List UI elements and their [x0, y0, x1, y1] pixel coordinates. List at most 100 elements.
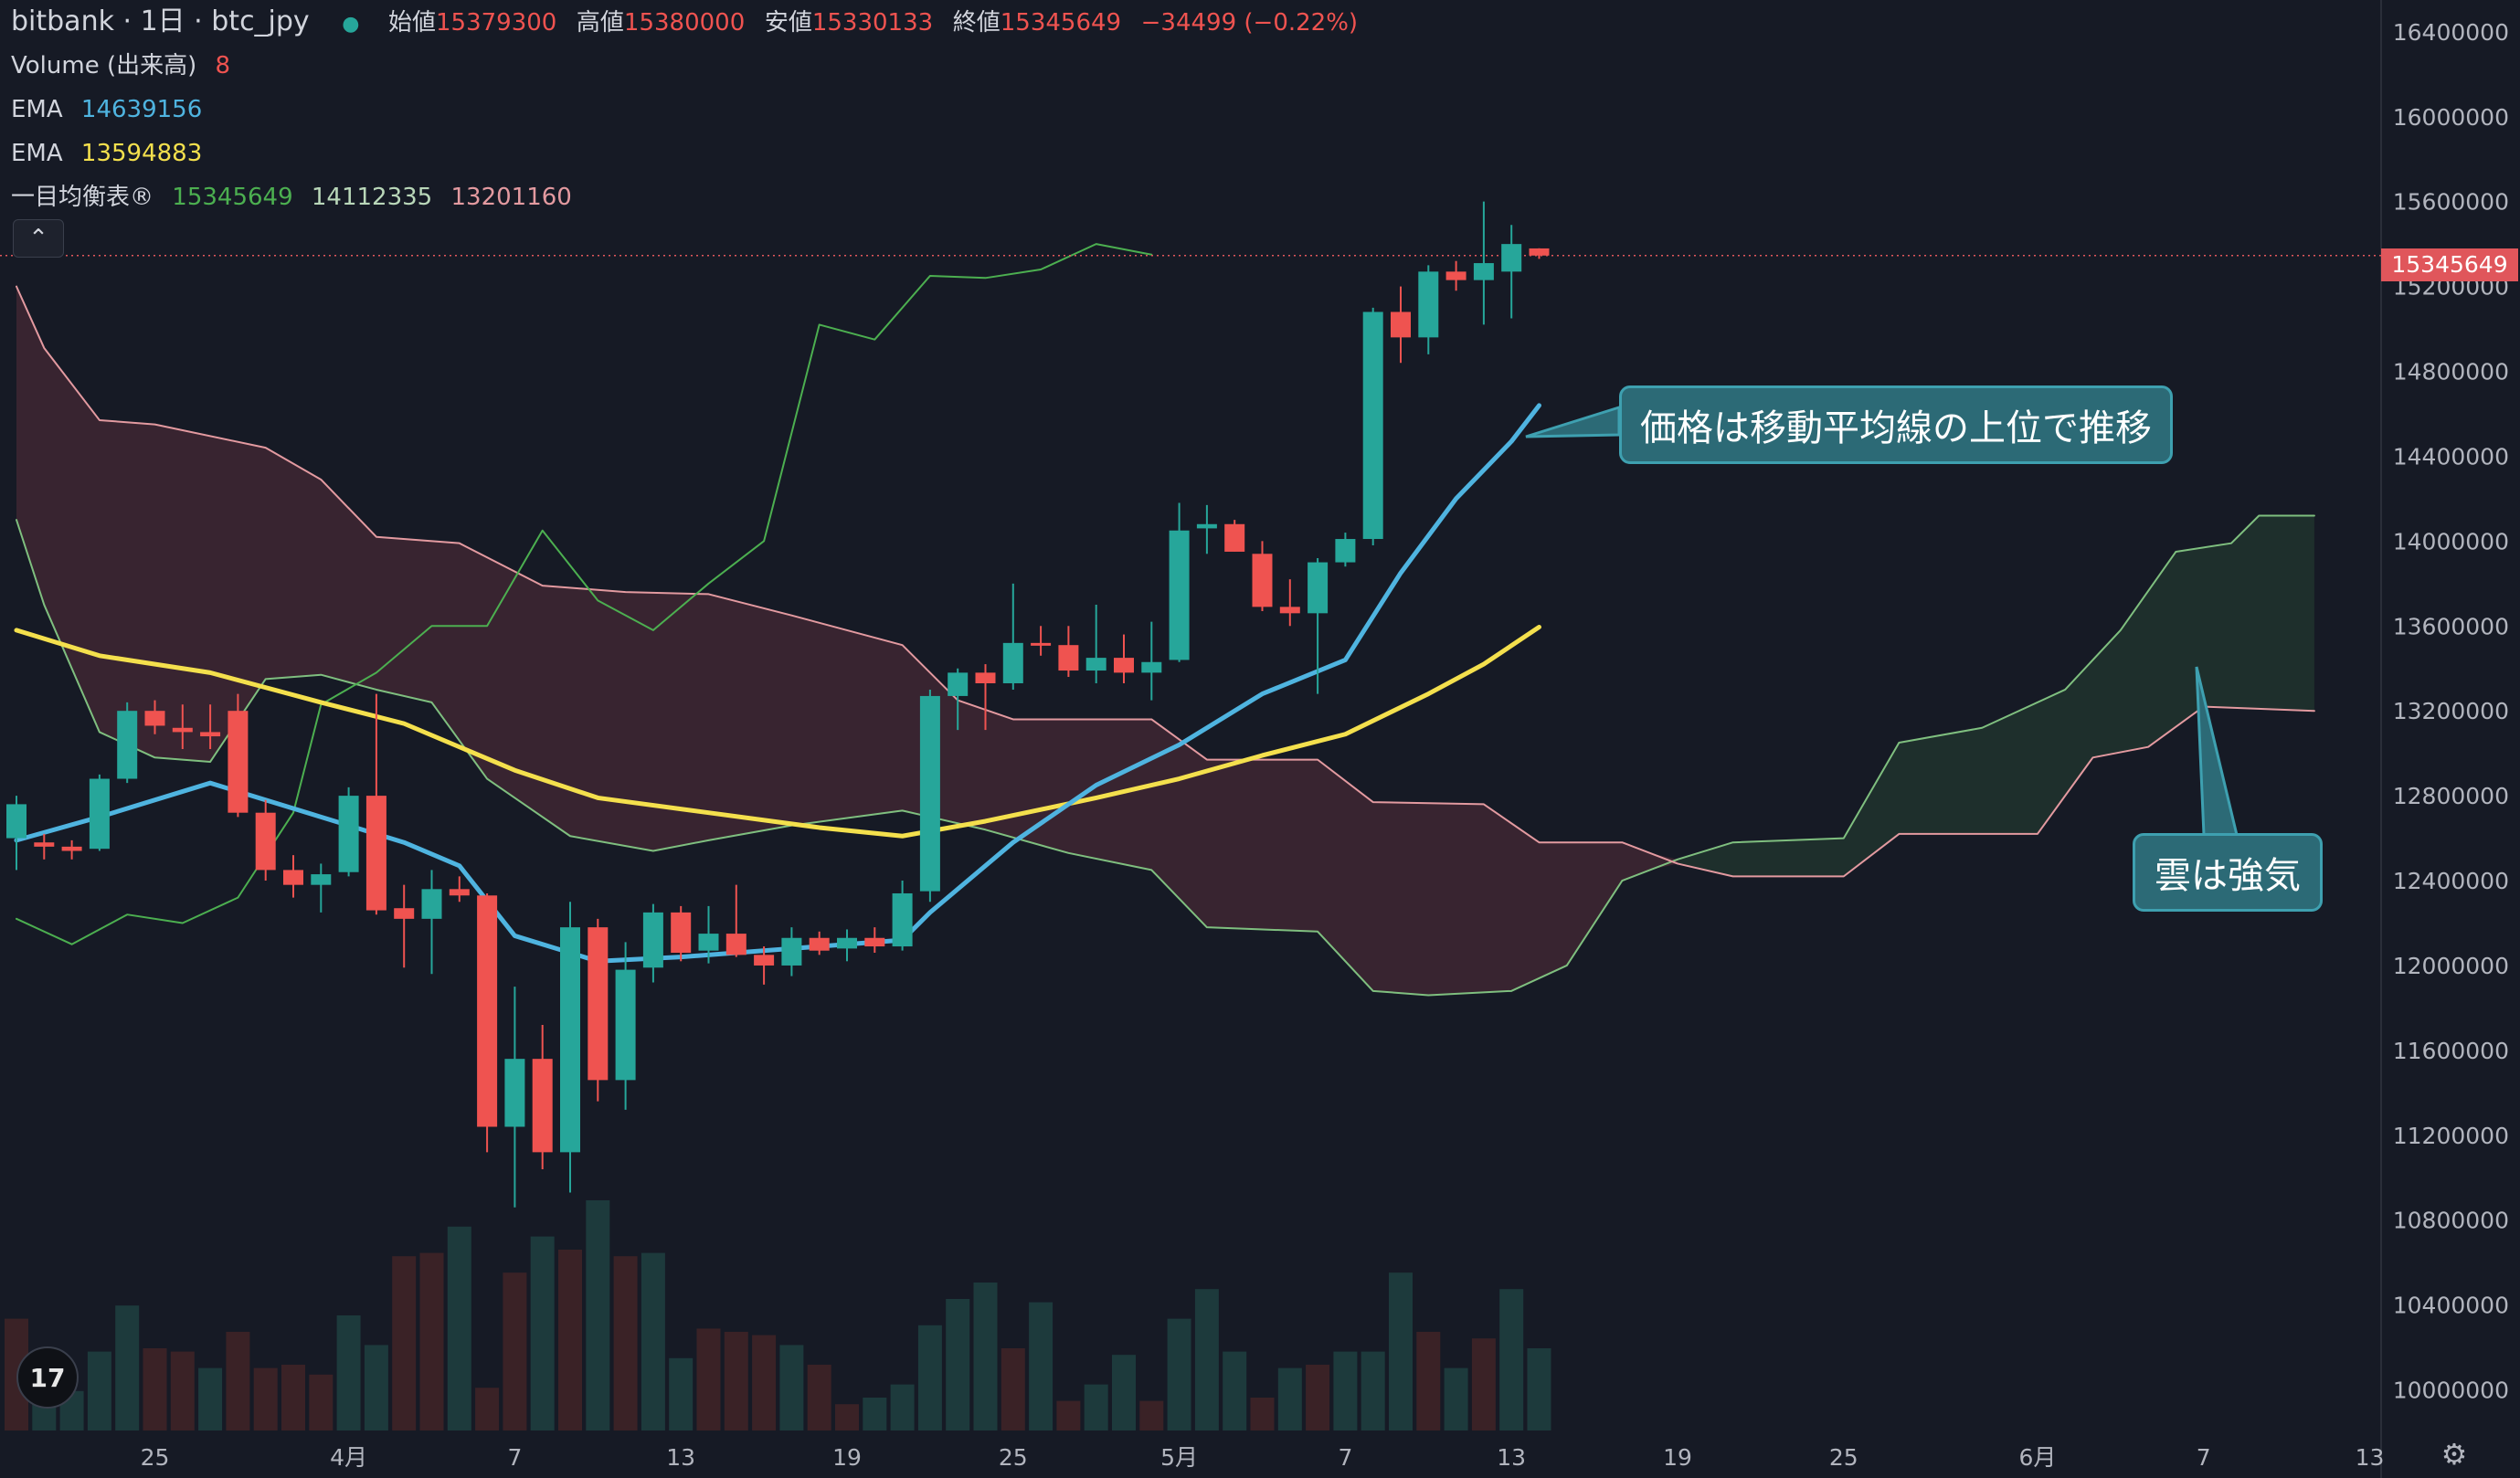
tradingview-logo-icon: 17 [29, 1362, 66, 1393]
ema-slow-value: 13594883 [80, 140, 203, 167]
volume-bar [724, 1332, 748, 1430]
time-tick-label: 13 [1497, 1444, 1526, 1471]
ichimoku-span-a [16, 514, 2315, 997]
candle-body [255, 812, 276, 871]
ema-slow-label: EMA [11, 140, 63, 167]
volume-bar [946, 1299, 970, 1430]
candle-body [1335, 539, 1356, 563]
volume-label: Volume (出来高) [11, 52, 197, 79]
price-tick-label: 12800000 [2393, 783, 2509, 809]
candle-body [588, 927, 609, 1081]
time-tick-label: 6月 [2018, 1444, 2056, 1471]
candle-body [975, 672, 996, 683]
time-tick-label: 7 [507, 1444, 522, 1471]
volume-bar [1194, 1289, 1219, 1430]
annotation-callout-ma[interactable]: 価格は移動平均線の上位で推移 [1619, 385, 2173, 464]
candle-body [781, 937, 802, 966]
legend-volume[interactable]: Volume (出来高) 8 [11, 44, 1369, 88]
legend-ema-slow[interactable]: EMA 13594883 [11, 132, 1369, 175]
volume-bar [1056, 1400, 1081, 1430]
candle-body [560, 927, 580, 1153]
candle-body [892, 892, 913, 947]
candle-body [6, 804, 26, 839]
volume-bar [1444, 1367, 1468, 1430]
volume-bars [5, 1200, 1551, 1430]
volume-bar [419, 1252, 444, 1430]
time-tick-label: 19 [832, 1444, 862, 1471]
candle-body [809, 937, 830, 951]
high-value: 15380000 [623, 9, 746, 37]
candle-body [504, 1059, 525, 1127]
volume-bar [641, 1252, 665, 1430]
price-tick-label: 11600000 [2393, 1038, 2509, 1064]
symbol-title[interactable]: bitbank · 1日 · btc_jpy [11, 5, 310, 37]
legend-ema-fast[interactable]: EMA 14639156 [11, 88, 1369, 132]
volume-bar [558, 1250, 582, 1430]
volume-bar [1167, 1318, 1191, 1430]
price-tick-label: 12400000 [2393, 868, 2509, 894]
ema-fast-label: EMA [11, 96, 63, 123]
ichimoku-span-b [16, 285, 2315, 878]
candle-body [394, 908, 415, 919]
time-tick-label: 4月 [330, 1444, 367, 1471]
time-tick-label: 25 [141, 1444, 170, 1471]
time-tick-label: 25 [1829, 1444, 1858, 1471]
time-tick-label: 7 [1338, 1444, 1352, 1471]
time-axis[interactable]: 25 4月 7 13 19 25 5月 7 13 19 25 6月 7 13 [141, 1444, 2385, 1471]
volume-bar [1084, 1384, 1108, 1430]
price-axis[interactable]: 1640000016000000156000001520000014800000… [2393, 19, 2509, 1404]
current-price-label: 15345649 [2381, 248, 2518, 281]
candle-body [1031, 642, 1052, 646]
open-value: 15379300 [436, 9, 557, 37]
volume-bar [87, 1351, 111, 1430]
price-tick-label: 10800000 [2393, 1208, 2509, 1234]
candle-body [1445, 271, 1466, 280]
time-tick-label: 13 [666, 1444, 695, 1471]
volume-bar [364, 1345, 388, 1430]
candle-body [725, 934, 746, 955]
candle-body [1114, 658, 1134, 673]
volume-bar [613, 1256, 638, 1430]
candle-body [117, 711, 138, 779]
low-label: 安値 [764, 9, 812, 37]
candle-body [1308, 562, 1329, 614]
close-value: 15345649 [1000, 9, 1122, 37]
tradingview-logo[interactable]: 17 [16, 1346, 79, 1409]
close-label: 終値 [952, 9, 1001, 37]
candle-body [1252, 554, 1273, 607]
ema-fast-value: 14639156 [80, 96, 203, 123]
legend-ichimoku[interactable]: 一目均衡表® 15345649 14112335 13201160 [11, 175, 1369, 219]
collapse-legend-button[interactable]: ⌃ [13, 219, 64, 258]
candle-body [477, 895, 498, 1127]
volume-bar [170, 1351, 195, 1430]
plot-background [0, 0, 2381, 1432]
gear-icon[interactable]: ⚙ [2441, 1437, 2468, 1472]
candle-body [172, 727, 193, 733]
volume-bar [917, 1325, 942, 1430]
low-value: 15330133 [811, 9, 934, 37]
ichimoku-value-1: 15345649 [172, 184, 293, 211]
volume-bar [835, 1404, 859, 1430]
time-tick-label: 13 [2356, 1444, 2385, 1471]
volume-bar [1112, 1355, 1136, 1430]
candle-body [1279, 607, 1300, 614]
volume-value: 8 [215, 52, 231, 79]
candle-body [754, 955, 775, 966]
candle-body [698, 934, 719, 951]
volume-bar [586, 1200, 610, 1430]
open-label: 始値 [388, 9, 437, 37]
candle-body [671, 912, 692, 954]
ema-slow-line [14, 624, 1541, 839]
volume-bar [752, 1335, 777, 1430]
candle-body [1362, 311, 1383, 540]
price-tick-label: 14000000 [2393, 528, 2509, 554]
annotation-callout-cloud[interactable]: 雲は強気 [2133, 833, 2323, 912]
volume-bar [807, 1365, 831, 1430]
candle-body [1224, 523, 1245, 552]
candle-body [1418, 271, 1439, 338]
candle-body [144, 711, 165, 726]
volume-bar [1139, 1400, 1164, 1430]
price-tick-label: 12000000 [2393, 953, 2509, 979]
